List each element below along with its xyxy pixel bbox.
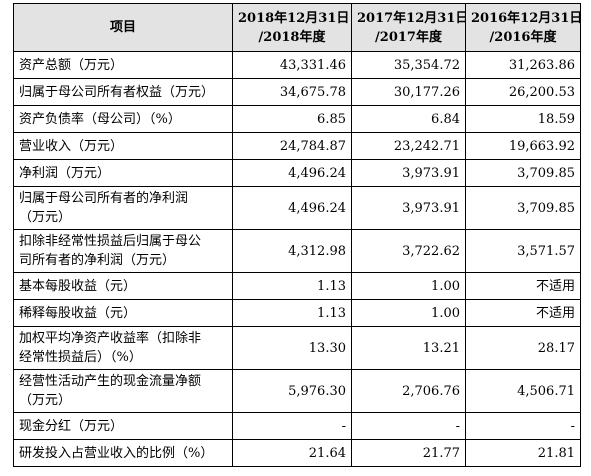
table-row: 归属于母公司所有者权益（万元） 34,675.78 30,177.26 26,200.… [13, 78, 581, 106]
value-cell: - [351, 412, 466, 440]
cell-line: 净利润（万元） [19, 165, 111, 181]
header-cell: 2016年12月31日/2016年度 [465, 3, 581, 52]
cell-line: （万元） [19, 393, 72, 408]
value-cell: 31,263.86 [465, 51, 581, 79]
value-cell: 4,506.71 [465, 369, 581, 413]
cell-line: 2018年12月31日 [238, 10, 350, 26]
row-label: 经营性活动产生的现金流量净额 （万元） [13, 369, 233, 413]
header-cell: 2018年12月31日/2018年度 [232, 3, 352, 52]
value-cell: 3,709.85 [465, 186, 581, 230]
cell-line: 资产总额（万元） [19, 57, 124, 73]
header-cell: 项目 [13, 3, 233, 52]
value-cell: 3,722.62 [351, 229, 466, 273]
table-row: 基本每股收益（元） 1.13 1.00 不适用 [13, 272, 581, 300]
cell-line: （万元） [19, 210, 72, 225]
table-row: 扣除非经常性损益后归属于母公 司所有者的净利润（万元） 4,312.98 3,722.… [13, 229, 581, 273]
value-cell: 3,973.91 [351, 159, 466, 187]
row-label: 扣除非经常性损益后归属于母公 司所有者的净利润（万元） [13, 229, 233, 273]
cell-line: 资产负债率（母公司）（%） [19, 111, 181, 127]
table-row: 加权平均净资产收益率（扣除非 经常性损益后）（%） 13.30 13.21 28.17 [13, 326, 581, 370]
cell-line: /2018年度 [258, 29, 326, 45]
value-cell: 21.77 [351, 439, 466, 467]
financial-table: 项目 2018年12月31日/2018年度 2017年12月31日/2017年度 20… [13, 3, 581, 467]
row-label: 现金分红（万元） [13, 412, 233, 440]
value-cell: 不适用 [465, 299, 581, 327]
table-row: 净利润（万元） 4,496.24 3,973.91 3,709.85 [13, 159, 581, 187]
cell-line: 2017年12月31日 [357, 10, 466, 26]
value-cell: 21.81 [465, 439, 581, 467]
value-cell: 30,177.26 [351, 78, 466, 106]
cell-line: 基本每股收益（元） [19, 278, 137, 294]
row-label: 研发投入占营业收入的比例（%） [13, 439, 233, 467]
value-cell: 2,706.76 [351, 369, 466, 413]
row-label: 加权平均净资产收益率（扣除非 经常性损益后）（%） [13, 326, 233, 370]
row-label: 净利润（万元） [13, 159, 233, 187]
cell-line: 加权平均净资产收益率（扣除非 [19, 331, 202, 346]
cell-line: 司所有者的净利润（万元） [19, 253, 176, 268]
row-label: 稀释每股收益（元） [13, 299, 233, 327]
value-cell: - [232, 412, 352, 440]
value-cell: 34,675.78 [232, 78, 352, 106]
value-cell: 3,571.57 [465, 229, 581, 273]
header-cell: 2017年12月31日/2017年度 [351, 3, 466, 52]
table-row: 经营性活动产生的现金流量净额 （万元） 5,976.30 2,706.76 4,506.… [13, 369, 581, 413]
table-row: 归属于母公司所有者的净利润 （万元） 4,496.24 3,973.91 3,709.8… [13, 186, 581, 230]
value-cell: 18.59 [465, 105, 581, 133]
value-cell: 21.64 [232, 439, 352, 467]
value-cell: 28.17 [465, 326, 581, 370]
cell-line: 2016年12月31日 [471, 10, 581, 26]
table-row: 营业收入（万元） 24,784.87 23,242.71 19,663.92 [13, 132, 581, 160]
value-cell: 19,663.92 [465, 132, 581, 160]
table-row: 现金分红（万元） - - - [13, 412, 581, 440]
value-cell: 13.30 [232, 326, 352, 370]
row-label: 资产总额（万元） [13, 51, 233, 79]
cell-line: /2017年度 [375, 29, 442, 45]
row-label: 归属于母公司所有者权益（万元） [13, 78, 233, 106]
value-cell: 3,709.85 [465, 159, 581, 187]
value-cell: 43,331.46 [232, 51, 352, 79]
value-cell: 1.00 [351, 272, 466, 300]
row-label: 资产负债率（母公司）（%） [13, 105, 233, 133]
value-cell: 5,976.30 [232, 369, 352, 413]
value-cell: 1.13 [232, 272, 352, 300]
value-cell: 6.84 [351, 105, 466, 133]
table-row: 资产总额（万元） 43,331.46 35,354.72 31,263.86 [13, 51, 581, 79]
header-row: 项目 2018年12月31日/2018年度 2017年12月31日/2017年度 20… [13, 3, 581, 52]
cell-line: 营业收入（万元） [19, 138, 124, 154]
value-cell: 1.13 [232, 299, 352, 327]
value-cell: 13.21 [351, 326, 466, 370]
cell-line: 归属于母公司所有者权益（万元） [19, 84, 215, 100]
value-cell: 4,312.98 [232, 229, 352, 273]
value-cell: 1.00 [351, 299, 466, 327]
value-cell: - [465, 412, 581, 440]
cell-line: 现金分红（万元） [19, 418, 124, 434]
row-label: 营业收入（万元） [13, 132, 233, 160]
table-row: 资产负债率（母公司）（%） 6.85 6.84 18.59 [13, 105, 581, 133]
row-label: 归属于母公司所有者的净利润 （万元） [13, 186, 233, 230]
cell-line: 经营性活动产生的现金流量净额 [19, 374, 202, 389]
value-cell: 24,784.87 [232, 132, 352, 160]
cell-line: /2016年度 [489, 29, 557, 45]
value-cell: 26,200.53 [465, 78, 581, 106]
value-cell: 4,496.24 [232, 186, 352, 230]
value-cell: 4,496.24 [232, 159, 352, 187]
value-cell: 23,242.71 [351, 132, 466, 160]
value-cell: 6.85 [232, 105, 352, 133]
cell-line: 研发投入占营业收入的比例（%） [19, 445, 214, 461]
cell-line: 扣除非经常性损益后归属于母公 [19, 234, 202, 249]
cell-line: 稀释每股收益（元） [19, 305, 137, 321]
table-row: 研发投入占营业收入的比例（%） 21.64 21.77 21.81 [13, 439, 581, 467]
value-cell: 3,973.91 [351, 186, 466, 230]
cell-line: 归属于母公司所有者的净利润 [19, 191, 189, 206]
row-label: 基本每股收益（元） [13, 272, 233, 300]
table-row: 稀释每股收益（元） 1.13 1.00 不适用 [13, 299, 581, 327]
value-cell: 不适用 [465, 272, 581, 300]
cell-line: 经常性损益后）（%） [19, 350, 142, 365]
value-cell: 35,354.72 [351, 51, 466, 79]
